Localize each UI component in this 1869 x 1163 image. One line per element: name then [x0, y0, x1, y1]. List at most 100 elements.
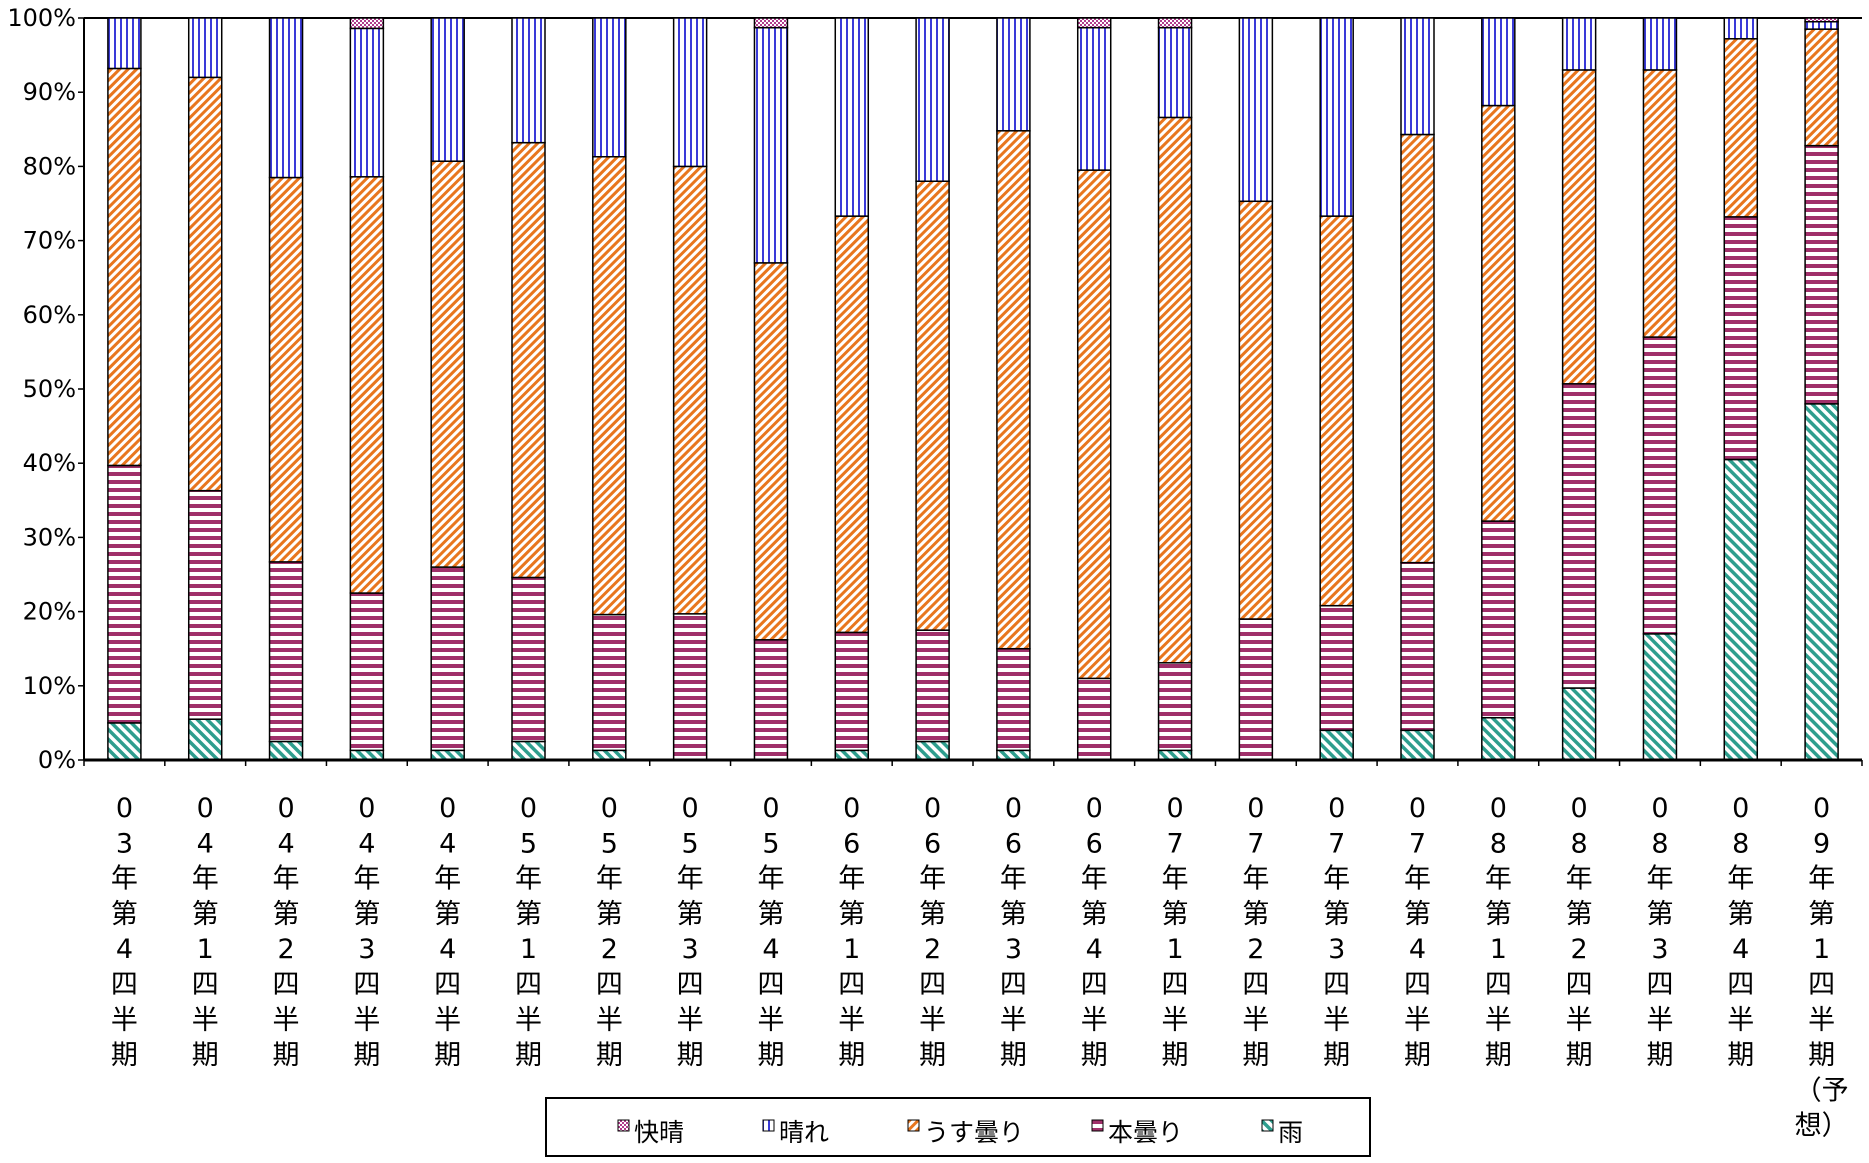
y-tick-label: 70% [23, 227, 76, 255]
y-tick-label: 50% [23, 375, 76, 403]
bar-segment [996, 17, 1031, 132]
x-category-label: 0 4 年第 4 四半期 [434, 793, 461, 1071]
legend-label: 晴れ [779, 1118, 829, 1147]
bar-segment [1481, 716, 1516, 761]
bar-segment [430, 160, 465, 568]
bar-segment [1400, 561, 1435, 732]
bar-segment [349, 592, 385, 752]
bar-segment [1400, 729, 1435, 761]
y-tick-label: 30% [23, 523, 76, 551]
x-category-label: 0 6 年第 4 四半期 [1081, 793, 1108, 1071]
bar-segment [1642, 336, 1678, 635]
bar-segment [996, 647, 1031, 752]
bar-segment [268, 176, 304, 563]
x-category-label: 0 5 年第 3 四半期 [677, 793, 704, 1071]
x-category-label: 0 5 年第 4 四半期 [757, 793, 784, 1071]
bar-segment [349, 27, 385, 178]
bar-segment [1804, 28, 1839, 147]
x-category-label: 0 7 年第 4 四半期 [1404, 793, 1431, 1071]
bar-segment [834, 215, 870, 634]
bar-segment [1319, 215, 1354, 607]
bar-segment [1076, 169, 1112, 680]
bar-segment [511, 17, 546, 144]
bar-segment [1804, 403, 1839, 761]
bar-segment [1157, 662, 1193, 752]
bar-segment [1642, 633, 1678, 761]
legend-box [545, 1097, 1371, 1157]
bar-segment [1804, 20, 1839, 30]
y-tick-label: 0% [38, 746, 76, 774]
bar-segment [915, 180, 950, 631]
bar-segment [834, 631, 870, 752]
bar-segment [430, 17, 465, 162]
x-category-label: 0 7 年第 2 四半期 [1242, 793, 1269, 1071]
y-tick-label: 10% [23, 672, 76, 700]
bar-segment [1561, 383, 1597, 689]
y-tick-label: 90% [23, 78, 76, 106]
bar-segment [511, 740, 546, 761]
bar-segment [672, 17, 708, 168]
bar-segment [1319, 604, 1354, 732]
bar-segment [915, 17, 950, 182]
x-category-label: 0 5 年第 1 四半期 [515, 793, 542, 1071]
bar-segment [672, 165, 708, 615]
bar-segment [996, 130, 1031, 650]
bar-segment [1319, 729, 1354, 761]
bar-segment [268, 561, 304, 743]
legend-swatch [907, 1119, 920, 1132]
x-category-label: 0 8 年第 1 四半期 [1485, 793, 1512, 1071]
y-tick-label: 40% [23, 449, 76, 477]
x-category-label: 0 9 年第 1 四半期（予想） [1795, 793, 1849, 1142]
bar-segment [511, 141, 546, 579]
x-category-label: 0 4 年第 2 四半期 [273, 793, 300, 1071]
bar-segment [1481, 17, 1516, 107]
bar-segment [753, 26, 789, 264]
bar-segment [187, 718, 223, 761]
bar-segment [753, 639, 789, 761]
x-axis: 0 3 年第 4 四半期 0 4 年第 1 四半期 0 4 年第 2 四半期 0 4 年第 3 四半期 0 4 年第 4 四半期… [83, 758, 1863, 1142]
bar-segment [1723, 17, 1759, 40]
bar-segment [1238, 17, 1274, 203]
bar-segment [1400, 133, 1435, 564]
bar-segment [1238, 200, 1274, 620]
bar-segment [1642, 69, 1678, 338]
bar-segment [1723, 216, 1759, 461]
bar-segment [349, 176, 385, 594]
bar-segment [107, 67, 142, 467]
x-category-label: 0 6 年第 1 四半期 [838, 793, 865, 1071]
bar-segment [1804, 144, 1839, 405]
bar-segment [1319, 17, 1354, 217]
bar-segment [592, 613, 627, 752]
x-category-label: 0 4 年第 1 四半期 [192, 793, 219, 1071]
bar-segment [107, 722, 142, 761]
legend-swatch [762, 1119, 775, 1132]
bar-segment [511, 576, 546, 743]
legend-label: 本曇り [1108, 1118, 1183, 1147]
y-tick-label: 100% [7, 4, 76, 32]
bar-segment [834, 17, 870, 217]
y-tick-label: 20% [23, 598, 76, 626]
legend-label: 快晴 [634, 1118, 684, 1147]
bar-segment [592, 17, 627, 158]
bar-segment [1238, 618, 1274, 761]
bar-segment [1157, 17, 1193, 29]
legend-swatch [1091, 1119, 1104, 1132]
bar-segment [268, 740, 304, 761]
x-category-label: 0 3 年第 4 四半期 [111, 793, 138, 1071]
x-category-label: 0 4 年第 3 四半期 [353, 793, 380, 1071]
bar-segment [1723, 38, 1759, 218]
bar-segment [1400, 17, 1435, 136]
x-category-label: 0 7 年第 1 四半期 [1162, 793, 1189, 1071]
y-tick-label: 60% [23, 301, 76, 329]
bar-segment [349, 17, 385, 30]
y-tick-label: 80% [23, 152, 76, 180]
bar-segment [1723, 458, 1759, 761]
legend-label: 雨 [1278, 1118, 1303, 1147]
bar-segment [753, 17, 789, 29]
bar-segment [107, 464, 142, 724]
bar-segment [1642, 17, 1678, 71]
bar-segment [753, 262, 789, 641]
x-category-label: 0 8 年第 2 四半期 [1566, 793, 1593, 1071]
